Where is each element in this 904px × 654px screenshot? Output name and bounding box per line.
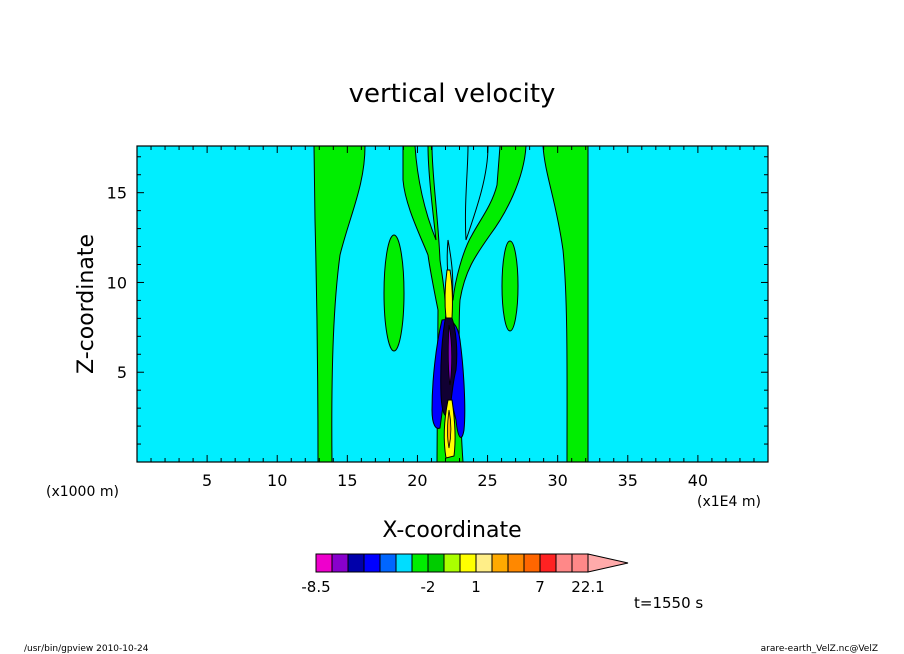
contour-updraft-yellow [444,269,453,319]
x-axis-label: X-coordinate [382,518,521,543]
colorbar-swatch [411,553,429,573]
chart-title: vertical velocity [349,79,556,109]
y-tick-label: 5 [117,363,127,382]
x-tick-label: 15 [337,471,357,490]
colorbar-swatch [363,553,381,573]
colorbar-swatch [427,553,445,573]
colorbar-swatch [331,553,349,573]
colorbar-swatch [459,553,477,573]
colorbar: -8.5 -2 1 7 22.1 [301,553,629,596]
x-tick-label: 10 [267,471,287,490]
x-tick-label: 25 [477,471,497,490]
colorbar-swatch [555,553,573,573]
colorbar-label: -2 [421,578,436,596]
contour-left-green-oval [383,234,405,352]
colorbar-swatch [491,553,509,573]
colorbar-swatch [443,553,461,573]
contour-fills [313,146,589,462]
plot-frame [136,145,769,463]
x-tick-label: 20 [407,471,427,490]
x-tick-label: 5 [202,471,212,490]
colorbar-swatch [571,553,589,573]
contour-right-green-column [542,146,589,462]
contour-plume-hole-left [414,146,437,241]
y-axis-label: Z-coordinate [74,234,99,374]
colorbar-label: 22.1 [571,578,604,596]
footer-right: arare-earth_VelZ.nc@VelZ [761,644,878,654]
colorbar-swatch [379,553,397,573]
colorbar-swatch [507,553,525,573]
time-label: t=1550 s [634,594,703,612]
colorbar-arrow [587,553,629,573]
colorbar-label: 1 [471,578,481,596]
contour-downdraft-purple [447,324,453,386]
plot-area: 5 10 15 20 25 30 35 40 5 10 15 [107,145,769,490]
x-tick-label: 35 [618,471,638,490]
contour-right-green-oval [501,240,519,332]
colorbar-swatch [523,553,541,573]
x-tick-label: 30 [547,471,567,490]
colorbar-swatch [315,553,333,573]
x-unit-label: (x1000 m) [46,484,119,500]
contour-updraft-orange [447,409,452,449]
colorbar-swatch [395,553,413,573]
colorbar-swatch [475,553,493,573]
axis-ticks: 5 10 15 20 25 30 35 40 5 10 15 [107,146,769,490]
colorbar-label: -8.5 [301,578,330,596]
contour-left-green-column [313,146,366,462]
x-tick-label: 40 [688,471,708,490]
colorbar-label: 7 [535,578,545,596]
footer-left: /usr/bin/gpview 2010-10-24 [24,644,149,654]
y-tick-label: 15 [107,184,127,203]
contour-plume-hole-right [464,146,489,241]
colorbar-swatch [347,553,365,573]
colorbar-swatch [539,553,557,573]
x-unit-right-label: (x1E4 m) [697,494,761,510]
y-tick-label: 10 [107,273,127,292]
